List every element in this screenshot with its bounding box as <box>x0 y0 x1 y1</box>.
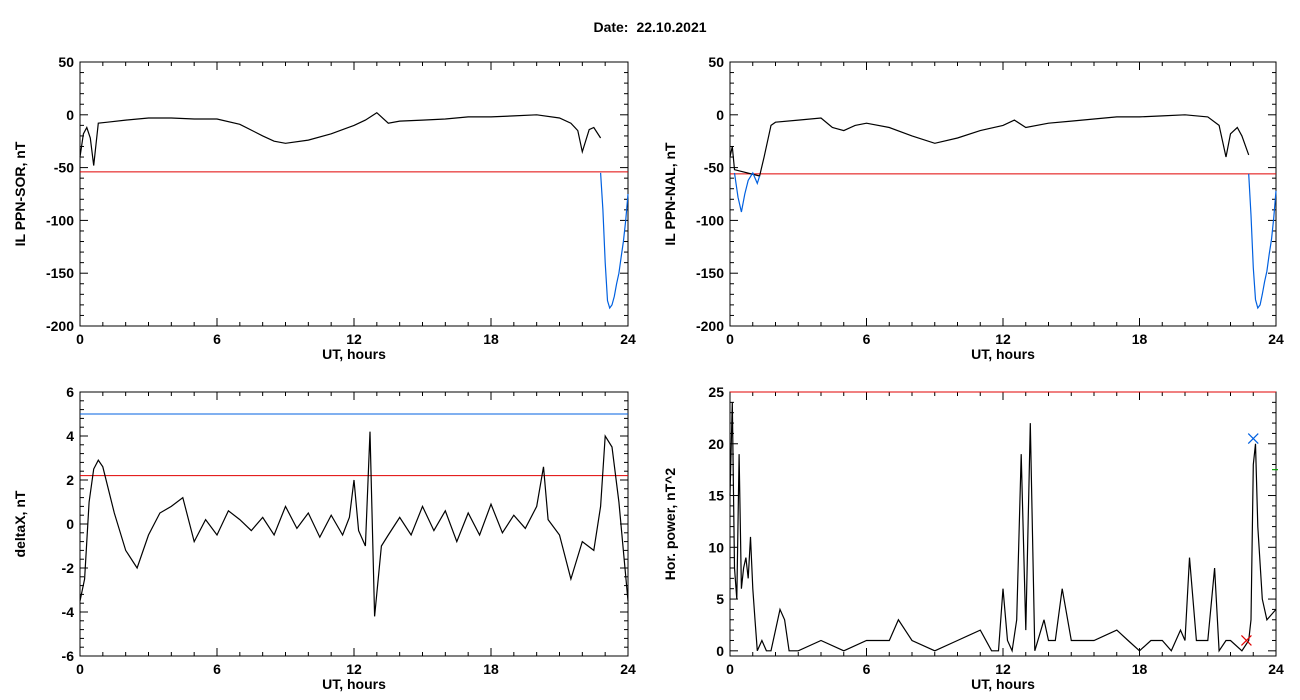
date-label: Date: <box>593 19 629 35</box>
marker-x <box>1241 635 1252 646</box>
y-axis-label: Hor. power, nT^2 <box>662 468 678 581</box>
x-tick-label: 0 <box>726 661 734 677</box>
panel-hor-power: 0 6 12 18 24 0 5 10 15 20 25 UT, hours Hor. power, n… <box>662 384 1284 692</box>
x-axis-label: UT, hours <box>971 346 1035 362</box>
y-axis-label: IL PPN-NAL, nT <box>662 142 678 246</box>
x-tick-label: 18 <box>1132 331 1148 347</box>
y-tick-label: 5 <box>716 591 724 607</box>
plot-frame <box>729 61 1277 327</box>
y-tick-label: 50 <box>708 54 724 70</box>
panel-il-ppn-sor: 0 6 12 18 24 -200 -150 -100 -50 0 50 UT, hours IL PP… <box>12 54 636 362</box>
y-tick-label: 2 <box>66 472 74 488</box>
y-axis-label: deltaX, nT <box>12 490 28 557</box>
x-axis-label: UT, hours <box>322 676 386 692</box>
y-tick-label: -2 <box>62 560 75 576</box>
x-tick-label: 6 <box>213 331 221 347</box>
panel-il-ppn-nal: 0 6 12 18 24 -200 -150 -100 -50 0 50 UT, hours IL PP… <box>662 54 1284 362</box>
date-value: 22.10.2021 <box>636 19 707 35</box>
y-tick-label: 0 <box>716 107 724 123</box>
x-tick-label: 0 <box>76 331 84 347</box>
y-tick-label: -150 <box>696 265 724 281</box>
x-tick-label: 24 <box>1268 331 1284 347</box>
x-tick-label: 0 <box>76 661 84 677</box>
y-tick-label: 0 <box>66 107 74 123</box>
plot-frame <box>79 61 629 327</box>
series-line <box>1248 173 1277 310</box>
series-line <box>79 431 629 617</box>
y-tick-label: -100 <box>696 212 724 228</box>
x-tick-label: 0 <box>726 331 734 347</box>
series-line <box>729 402 1277 653</box>
x-tick-label: 12 <box>346 661 362 677</box>
y-tick-label: 4 <box>66 428 74 444</box>
series-line <box>600 172 629 310</box>
y-tick-label: -100 <box>46 212 74 228</box>
x-tick-label: 24 <box>620 661 636 677</box>
series-line <box>733 171 761 213</box>
x-tick-label: 12 <box>995 661 1011 677</box>
y-tick-label: 50 <box>58 54 74 70</box>
y-tick-label: -200 <box>46 318 74 334</box>
y-tick-label: 15 <box>708 488 724 504</box>
plot-frame <box>79 391 629 657</box>
x-tick-label: 18 <box>1132 661 1148 677</box>
x-tick-label: 24 <box>1268 661 1284 677</box>
x-tick-label: 24 <box>620 331 636 347</box>
y-tick-label: 6 <box>66 384 74 400</box>
marker-x <box>1247 433 1259 445</box>
x-tick-label: 6 <box>213 661 221 677</box>
y-tick-label: 10 <box>708 539 724 555</box>
x-axis-label: UT, hours <box>971 676 1035 692</box>
y-tick-label: 0 <box>66 516 74 532</box>
x-tick-label: 6 <box>863 331 871 347</box>
x-tick-label: 12 <box>995 331 1011 347</box>
y-tick-label: -50 <box>54 160 74 176</box>
y-tick-label: -200 <box>696 318 724 334</box>
x-tick-label: 18 <box>483 661 499 677</box>
x-axis-label: UT, hours <box>322 346 386 362</box>
x-tick-label: 12 <box>346 331 362 347</box>
y-axis-label: IL PPN-SOR, nT <box>12 141 28 246</box>
x-tick-label: 6 <box>863 661 871 677</box>
page-title: Date: 22.10.2021 <box>0 19 1300 35</box>
x-tick-label: 18 <box>483 331 499 347</box>
y-tick-label: -50 <box>704 160 724 176</box>
y-tick-label: -6 <box>62 648 75 664</box>
series-line <box>729 114 1250 177</box>
series-line <box>79 111 602 166</box>
y-tick-label: -4 <box>62 604 75 620</box>
y-tick-label: -150 <box>46 265 74 281</box>
y-tick-label: 25 <box>708 384 724 400</box>
y-tick-label: 0 <box>716 643 724 659</box>
y-tick-label: 20 <box>708 436 724 452</box>
